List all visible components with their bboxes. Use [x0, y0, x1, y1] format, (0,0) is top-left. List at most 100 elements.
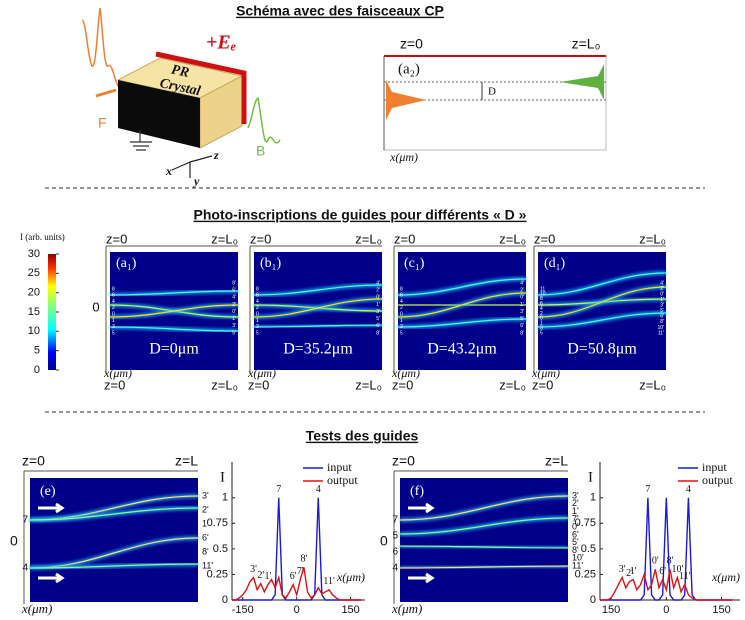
output-label: 4' — [520, 280, 524, 286]
beam — [537, 312, 667, 328]
input-label: 8 — [112, 286, 115, 292]
heatmap — [253, 252, 383, 370]
heatmap-bg — [398, 252, 526, 370]
output-label: 3' — [572, 490, 579, 500]
beam — [397, 278, 527, 296]
z-label: z=L — [175, 453, 198, 469]
input-arrow — [38, 502, 65, 514]
output-label: 10' — [657, 325, 664, 331]
axis-label: x — [165, 164, 172, 178]
beam — [253, 284, 383, 296]
output-label: 2' — [520, 287, 524, 293]
distance-label: D=35.2μm — [283, 341, 353, 358]
y-tick-label: 0.5 — [581, 543, 596, 555]
heatmap — [397, 252, 527, 370]
beam — [537, 272, 667, 296]
output-label: 5' — [572, 537, 579, 547]
legend-label: output — [327, 473, 358, 487]
output-label: 8' — [572, 545, 579, 555]
annotation: 8' — [300, 554, 307, 565]
beam — [29, 563, 199, 569]
z-label: z=0 — [248, 377, 269, 392]
z-label: z=0 — [534, 231, 555, 246]
z-label: z=L₀ — [355, 231, 382, 246]
section-title: Schéma avec des faisceaux CP — [236, 3, 444, 19]
input-label: 1 — [112, 318, 115, 324]
beam — [537, 286, 667, 318]
output-label: 3' — [660, 303, 664, 309]
panel-label: (a₁) — [116, 256, 137, 271]
beam — [399, 545, 569, 549]
input-label: 2 — [400, 305, 403, 311]
output-label: 4' — [232, 295, 236, 301]
input-label: 5 — [112, 330, 115, 336]
input-label: 4 — [256, 299, 259, 305]
z-label: z=L₀ — [211, 377, 238, 392]
z-label: z=L₀ — [211, 231, 238, 246]
axis-label: y — [192, 174, 200, 188]
z-label: z=L₀ — [639, 231, 666, 246]
output-label: 6' — [202, 532, 209, 542]
input-arrow — [38, 572, 65, 584]
beam — [253, 298, 383, 318]
series-line — [232, 567, 362, 601]
input-label: 10 — [540, 291, 546, 297]
output-label: 8' — [660, 319, 664, 325]
output-label: 2' — [202, 504, 209, 514]
x-axis-label: x(μm) — [21, 601, 52, 616]
output-label: 6' — [520, 323, 524, 329]
section-title: Tests des guides — [306, 428, 419, 444]
output-label: 8' — [232, 280, 236, 286]
input-label: 4 — [392, 563, 398, 574]
input-label: 2 — [256, 305, 259, 311]
x-tick-label: 150 — [341, 604, 359, 616]
beam — [109, 290, 239, 296]
output-label: 5' — [232, 330, 236, 336]
colorbar-tick-label: 20 — [28, 287, 40, 299]
input-label: 6 — [392, 547, 398, 558]
heatmap — [109, 252, 239, 370]
x-axis-label: x(μm) — [391, 366, 420, 380]
beam — [109, 326, 239, 332]
output-label: 8' — [202, 546, 209, 556]
x-tick-label: 150 — [602, 604, 620, 616]
legend-label: output — [702, 473, 733, 487]
annotation: 1' — [630, 566, 637, 577]
beam — [29, 507, 199, 521]
input-label: 5 — [256, 330, 259, 336]
z-label: z=L₀ — [499, 231, 526, 246]
x-axis-label: x(μm) — [247, 366, 276, 380]
y-tick-label: 0 — [590, 594, 596, 606]
x-axis-label: x(μm) — [103, 366, 132, 380]
output-label: 6' — [232, 287, 236, 293]
x-axis-label: x(μm) — [711, 570, 740, 584]
output-label: 0' — [232, 309, 236, 315]
input-label: 7 — [392, 515, 398, 526]
crystal-schematic — [81, 7, 281, 178]
annotation: 2' — [257, 570, 264, 581]
input-label: 8 — [256, 286, 259, 292]
output-label: 3' — [376, 309, 380, 315]
input-label: 1 — [400, 318, 403, 324]
input-label: 6 — [400, 293, 403, 299]
output-label: 1' — [232, 316, 236, 322]
output-label: 2' — [660, 286, 664, 292]
output-label: 1' — [572, 506, 579, 516]
output-label: 0' — [520, 295, 524, 301]
output-label: 11' — [658, 330, 664, 336]
input-label: 4 — [22, 563, 28, 574]
z-label: z=0 — [104, 377, 125, 392]
z-label: z=L₀ — [572, 36, 601, 52]
origin-label: 0 — [380, 533, 388, 549]
offset-label: D — [488, 86, 496, 98]
panel-label: (c₁) — [404, 256, 425, 271]
colorbar — [48, 254, 56, 370]
heatmap-bg — [538, 252, 666, 370]
annotation: 0' — [652, 556, 659, 567]
heatmap — [537, 252, 667, 370]
axis-label: z — [213, 148, 219, 162]
y-tick-label: 0.5 — [213, 543, 228, 555]
annotation: 7 — [276, 484, 281, 495]
beam — [399, 565, 569, 569]
